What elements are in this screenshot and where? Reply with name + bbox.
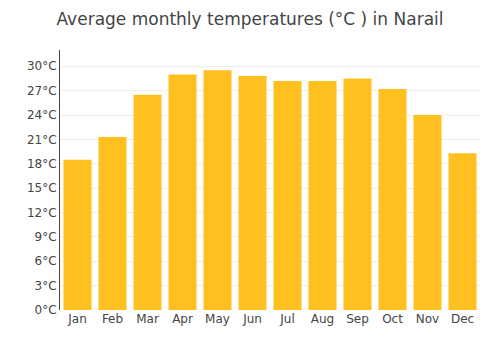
svg-text:12°C: 12°C	[27, 206, 57, 220]
svg-text:Sep: Sep	[346, 312, 369, 326]
svg-text:Jun: Jun	[242, 312, 262, 326]
svg-text:27°C: 27°C	[27, 84, 57, 98]
svg-text:Mar: Mar	[136, 312, 159, 326]
svg-text:Jan: Jan	[67, 312, 87, 326]
svg-text:24°C: 24°C	[27, 108, 57, 122]
svg-text:Oct: Oct	[382, 312, 403, 326]
svg-text:Average monthly temperatures (: Average monthly temperatures (°C ) in Na…	[56, 9, 443, 29]
svg-text:Dec: Dec	[451, 312, 474, 326]
svg-text:Apr: Apr	[172, 312, 193, 326]
svg-text:18°C: 18°C	[27, 157, 57, 171]
svg-text:21°C: 21°C	[27, 133, 57, 147]
svg-text:0°C: 0°C	[35, 303, 57, 317]
svg-text:Aug: Aug	[311, 312, 334, 326]
svg-text:Nov: Nov	[416, 312, 439, 326]
svg-text:May: May	[205, 312, 230, 326]
svg-text:3°C: 3°C	[35, 279, 57, 293]
svg-text:Jul: Jul	[279, 312, 294, 326]
svg-text:Feb: Feb	[102, 312, 123, 326]
svg-text:9°C: 9°C	[35, 230, 57, 244]
svg-text:15°C: 15°C	[27, 181, 57, 195]
svg-text:30°C: 30°C	[27, 59, 57, 73]
svg-text:6°C: 6°C	[35, 254, 57, 268]
